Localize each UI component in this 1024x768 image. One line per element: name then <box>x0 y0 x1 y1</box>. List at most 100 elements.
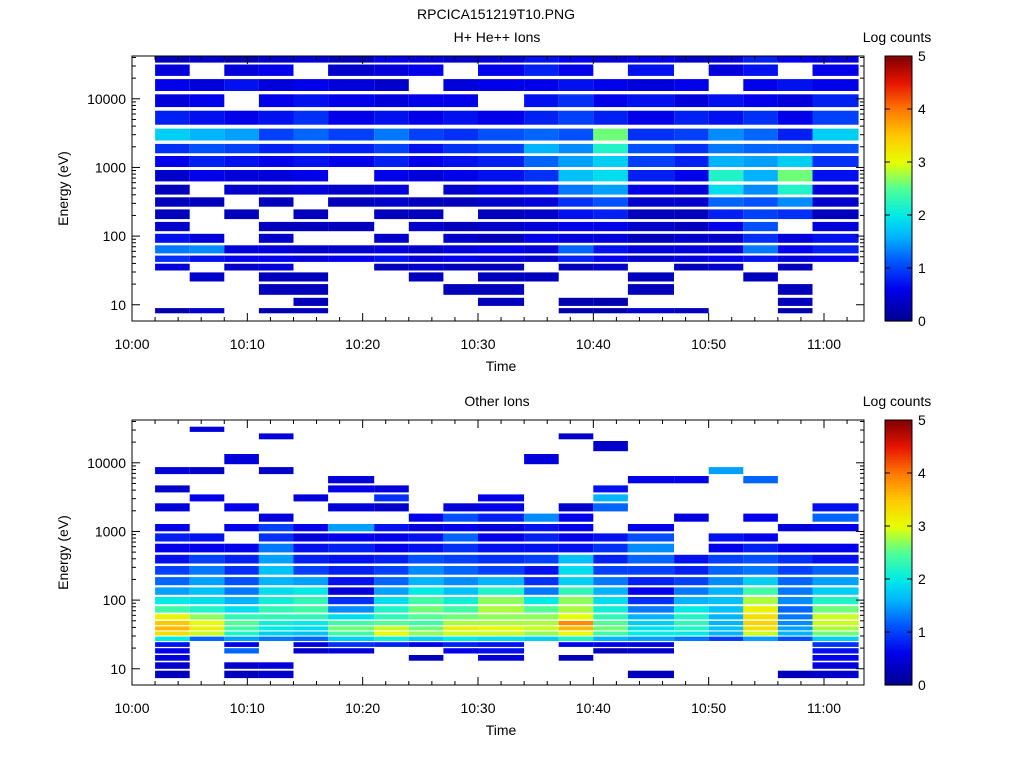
heatmap-cell <box>777 79 813 91</box>
heatmap-cell <box>189 426 225 432</box>
colorbar-segment <box>885 462 912 466</box>
colorbar-segment <box>885 571 912 575</box>
colorbar-segment <box>885 597 912 601</box>
heatmap-cell <box>374 626 409 631</box>
colorbar-tick-label: 4 <box>918 101 926 117</box>
colorbar-segment <box>885 310 912 314</box>
heatmap-cell <box>258 597 294 605</box>
heatmap-cell <box>558 513 594 522</box>
heatmap-cell <box>627 642 674 647</box>
colorbar-segment <box>885 459 912 463</box>
heatmap-cell <box>524 606 559 613</box>
heatmap-cell <box>593 297 628 306</box>
heatmap-cell <box>708 543 744 553</box>
heatmap-cell <box>812 94 859 108</box>
colorbar-segment <box>885 79 912 84</box>
heatmap-cell <box>777 620 813 626</box>
heatmap-cell <box>374 110 409 125</box>
heatmap-cell <box>155 156 190 167</box>
heatmap-cell <box>374 620 409 626</box>
heatmap-cell <box>328 524 375 532</box>
colorbar-segment <box>885 483 912 487</box>
heatmap-cell <box>627 636 674 641</box>
heatmap-cell <box>328 648 375 654</box>
colorbar-segment <box>885 663 912 668</box>
heatmap-cell <box>328 606 375 613</box>
x-tick-label: 10:50 <box>691 700 726 716</box>
heatmap-cell <box>443 284 478 295</box>
colorbar-segment <box>885 222 912 227</box>
colorbar-segment <box>885 289 912 293</box>
colorbar-segment <box>885 196 912 200</box>
heatmap-cell <box>627 221 674 232</box>
heatmap-cell <box>524 566 559 575</box>
colorbar-segment <box>885 632 912 636</box>
heatmap-cell <box>593 614 628 620</box>
heatmap-cell <box>674 79 709 91</box>
colorbar-segment <box>885 486 912 490</box>
heatmap-cell <box>524 587 559 595</box>
colorbar-segment <box>885 164 912 168</box>
heatmap-cell <box>812 614 859 620</box>
heatmap-cell <box>155 524 190 532</box>
heatmap-cell <box>189 620 225 626</box>
heatmap-cell <box>224 184 259 195</box>
heatmap-cell <box>258 636 294 641</box>
colorbar-segment <box>885 526 912 530</box>
heatmap-cell <box>443 543 478 553</box>
colorbar-segment <box>885 539 912 543</box>
heatmap-cell <box>374 577 409 586</box>
heatmap-cell <box>558 614 594 620</box>
heatmap-cell <box>155 670 190 679</box>
colorbar-segment <box>885 116 912 121</box>
heatmap-cell <box>708 143 744 154</box>
colorbar-segment <box>885 207 912 211</box>
colorbar-segment <box>885 82 912 86</box>
heatmap-cell <box>408 263 444 271</box>
colorbar-segment <box>885 433 912 437</box>
heatmap-cell <box>155 566 190 575</box>
heatmap-cell <box>524 614 559 620</box>
x-tick-label: 10:30 <box>460 700 495 716</box>
heatmap-cell <box>374 642 409 647</box>
heatmap-cell <box>328 597 375 605</box>
heatmap-cell <box>812 642 859 647</box>
colorbar-segment <box>885 552 912 556</box>
heatmap-cell <box>777 606 813 613</box>
heatmap-cell <box>593 597 628 605</box>
heatmap-cell <box>293 631 329 636</box>
colorbar-segment <box>885 557 912 562</box>
heatmap-cell <box>155 56 190 63</box>
heatmap-cell <box>258 308 294 314</box>
colorbar-segment <box>885 624 912 628</box>
heatmap-cell <box>478 221 525 232</box>
heatmap-cell <box>478 170 525 182</box>
heatmap-cell <box>777 587 813 595</box>
heatmap-cell <box>408 143 444 154</box>
colorbar-segment <box>885 212 912 216</box>
heatmap-cell <box>443 533 478 542</box>
heatmap-cell <box>374 255 409 262</box>
heatmap-cell <box>155 467 190 475</box>
colorbar-segment <box>885 180 912 184</box>
heatmap-cell <box>478 587 525 595</box>
colorbar-segment <box>885 199 912 203</box>
heatmap-cell <box>408 626 444 631</box>
heatmap-cell <box>674 626 709 631</box>
heatmap-cell <box>812 110 859 125</box>
colorbar-segment <box>885 315 912 319</box>
heatmap-cell <box>558 197 594 207</box>
colorbar-segment <box>885 549 912 554</box>
heatmap-cell <box>593 626 628 631</box>
heatmap-cell <box>674 255 709 262</box>
colorbar-tick-label: 4 <box>918 465 926 481</box>
heatmap-cell <box>408 56 444 63</box>
colorbar-segment <box>885 201 912 205</box>
heatmap-cell <box>293 524 329 532</box>
heatmap-cell <box>374 184 409 195</box>
colorbar-segment <box>885 58 912 62</box>
colorbar-segment <box>885 496 912 501</box>
heatmap-cell <box>558 577 594 586</box>
colorbar-segment <box>885 188 912 192</box>
colorbar-segment <box>885 446 912 450</box>
